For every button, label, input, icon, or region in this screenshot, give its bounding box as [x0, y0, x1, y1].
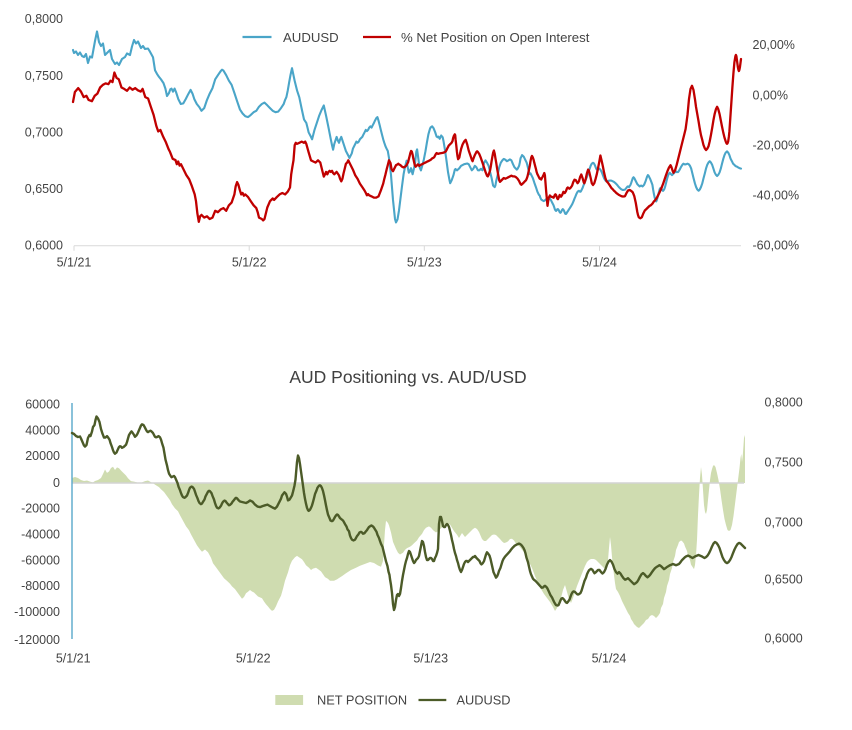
- svg-text:-20,00%: -20,00%: [753, 138, 800, 152]
- svg-text:5/1/22: 5/1/22: [236, 652, 271, 666]
- svg-text:-60000: -60000: [21, 553, 60, 567]
- svg-text:5/1/21: 5/1/21: [57, 256, 92, 270]
- svg-text:0,8000: 0,8000: [765, 396, 803, 410]
- svg-text:% Net Position on Open Interes: % Net Position on Open Interest: [401, 30, 590, 45]
- svg-text:0,00%: 0,00%: [753, 88, 788, 102]
- svg-text:-40,00%: -40,00%: [753, 188, 800, 202]
- svg-text:-80000: -80000: [21, 579, 60, 593]
- svg-text:5/1/24: 5/1/24: [582, 256, 617, 270]
- svg-text:5/1/23: 5/1/23: [407, 256, 442, 270]
- svg-text:0,6500: 0,6500: [25, 182, 63, 196]
- svg-text:-20000: -20000: [21, 502, 60, 516]
- svg-text:0,8000: 0,8000: [25, 12, 63, 26]
- svg-text:0,6000: 0,6000: [25, 239, 63, 253]
- svg-text:-40000: -40000: [21, 528, 60, 542]
- svg-text:AUDUSD: AUDUSD: [457, 693, 511, 708]
- svg-text:-100000: -100000: [14, 605, 60, 619]
- svg-text:NET POSITION: NET POSITION: [317, 693, 407, 708]
- svg-text:0,7500: 0,7500: [765, 456, 803, 470]
- svg-text:-60,00%: -60,00%: [753, 239, 800, 253]
- svg-text:0,7000: 0,7000: [25, 126, 63, 140]
- svg-text:5/1/22: 5/1/22: [232, 256, 267, 270]
- svg-text:20,00%: 20,00%: [753, 38, 795, 52]
- svg-text:0,7500: 0,7500: [25, 69, 63, 83]
- svg-text:0,6000: 0,6000: [765, 632, 803, 646]
- svg-text:AUD Positioning vs. AUD/USD: AUD Positioning vs. AUD/USD: [289, 367, 526, 387]
- svg-text:5/1/21: 5/1/21: [56, 652, 91, 666]
- svg-text:5/1/24: 5/1/24: [592, 652, 627, 666]
- svg-text:-120000: -120000: [14, 633, 60, 647]
- svg-text:5/1/23: 5/1/23: [413, 652, 448, 666]
- svg-text:40000: 40000: [25, 423, 60, 437]
- svg-text:0: 0: [53, 476, 60, 490]
- svg-text:0,7000: 0,7000: [765, 515, 803, 529]
- svg-text:20000: 20000: [25, 449, 60, 463]
- svg-text:AUDUSD: AUDUSD: [283, 30, 339, 45]
- svg-text:0,6500: 0,6500: [765, 573, 803, 587]
- svg-text:60000: 60000: [25, 397, 60, 411]
